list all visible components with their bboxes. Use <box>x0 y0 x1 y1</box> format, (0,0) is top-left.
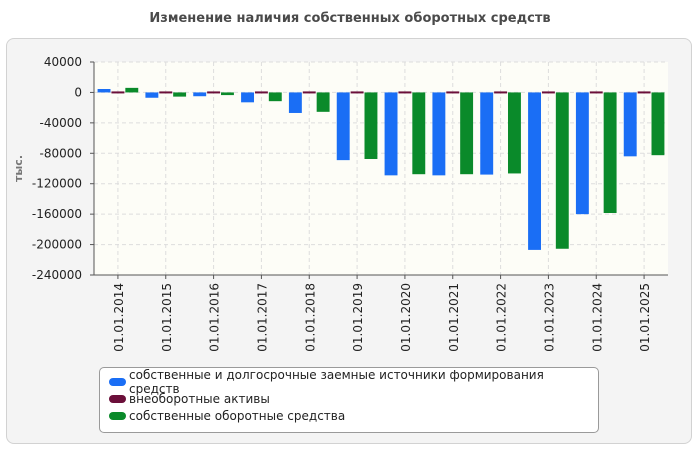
legend-label: внеоборотные активы <box>129 391 270 406</box>
x-tick-label: 01.01.2018 <box>303 283 317 352</box>
x-tick-label: 01.01.2024 <box>590 283 604 352</box>
x-tick-label: 01.01.2020 <box>399 283 413 352</box>
chart-title: Изменение наличия собственных оборотных … <box>149 11 551 26</box>
bar <box>173 92 187 97</box>
bar <box>446 91 460 94</box>
y-tick-label: -80000 <box>39 146 82 160</box>
bar <box>193 92 207 97</box>
y-tick-label: -200000 <box>32 238 82 252</box>
x-tick-label: 01.01.2022 <box>495 283 509 352</box>
bar <box>159 91 173 94</box>
x-tick-label: 01.01.2021 <box>447 283 461 352</box>
bar <box>111 91 125 94</box>
legend-label: собственные и долгосрочные заемные источ… <box>129 367 544 396</box>
bar <box>541 91 555 94</box>
legend-swatch <box>109 411 126 420</box>
bar <box>125 87 139 93</box>
y-tick-label: 0 <box>74 85 82 99</box>
legend-label: собственные оборотные средства <box>129 408 346 423</box>
legend-swatch <box>109 377 126 386</box>
bar <box>555 92 569 249</box>
y-axis-label: тыс. <box>12 155 25 182</box>
x-tick-label: 01.01.2019 <box>351 283 365 352</box>
legend-swatch <box>109 394 126 403</box>
bar <box>302 91 316 94</box>
bar <box>575 92 589 215</box>
x-tick-label: 01.01.2015 <box>160 283 174 352</box>
x-tick-label: 01.01.2025 <box>638 283 652 352</box>
bar <box>145 92 159 98</box>
x-tick-label: 01.01.2017 <box>255 283 269 352</box>
bar <box>350 91 364 94</box>
bar <box>288 92 302 113</box>
y-tick-label: -160000 <box>32 207 82 221</box>
x-tick-label: 01.01.2016 <box>208 283 222 352</box>
legend-item-sources[interactable]: собственные и долгосрочные заемные источ… <box>109 368 598 396</box>
bar <box>528 92 542 250</box>
bar <box>637 91 651 94</box>
bar <box>364 92 378 159</box>
legend: собственные и долгосрочные заемные источ… <box>99 367 599 433</box>
bar <box>460 92 474 175</box>
bar <box>207 91 221 94</box>
x-tick-label: 01.01.2014 <box>112 283 126 352</box>
y-tick-label: -240000 <box>32 268 82 282</box>
bar <box>316 92 330 112</box>
legend-item-noncurrent-assets[interactable]: внеоборотные активы <box>109 390 598 407</box>
bar <box>220 92 234 96</box>
y-tick-label: 40000 <box>44 55 82 69</box>
bar <box>412 92 426 175</box>
bar <box>432 92 446 176</box>
x-tick-label: 01.01.2023 <box>542 283 556 352</box>
bar <box>603 92 617 214</box>
bar <box>254 91 268 94</box>
bar <box>623 92 637 157</box>
plot-area <box>94 62 668 275</box>
bar <box>651 92 665 156</box>
bar <box>480 92 494 175</box>
bar <box>589 91 603 94</box>
y-tick-label: -120000 <box>32 177 82 191</box>
bar <box>398 91 412 94</box>
y-tick-label: -40000 <box>39 116 82 130</box>
bar <box>97 89 111 93</box>
bar <box>241 92 255 103</box>
bar <box>507 92 521 174</box>
bar <box>494 91 508 94</box>
bar <box>384 92 398 176</box>
bar <box>336 92 350 161</box>
legend-item-working-capital[interactable]: собственные оборотные средства <box>109 407 598 424</box>
bar <box>268 92 282 102</box>
